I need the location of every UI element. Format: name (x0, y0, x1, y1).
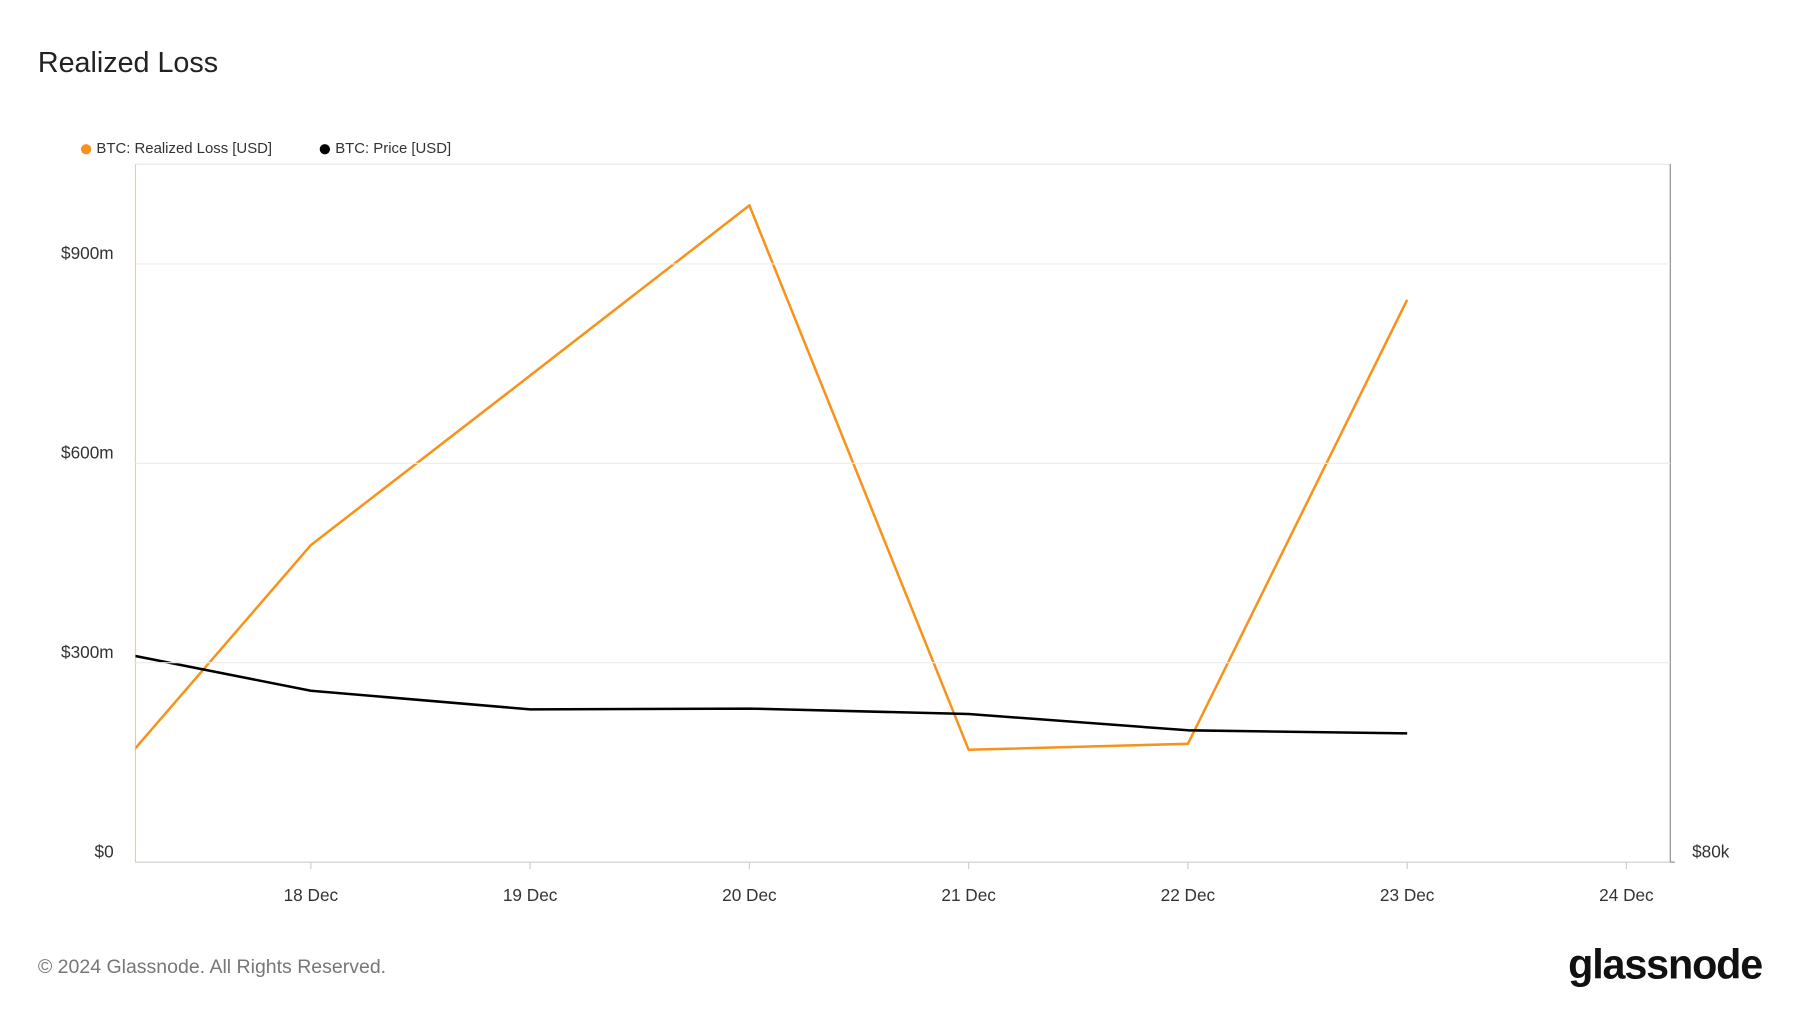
legend-label: BTC: Price [USD] (335, 140, 451, 157)
y-tick-label: $900m (61, 243, 114, 263)
plot-area (135, 204, 1409, 752)
x-tick-label: 19 Dec (503, 885, 558, 905)
legend-marker (80, 144, 92, 155)
y-tick-label: $300m (61, 642, 114, 662)
brand-logo: glassnode (1568, 942, 1762, 988)
x-tick-label: 22 Dec (1161, 885, 1216, 905)
legend-label: BTC: Realized Loss [USD] (96, 140, 272, 157)
y-tick-label: $600m (61, 443, 114, 463)
chart-title: Realized Loss (38, 47, 218, 79)
x-tick-label: 21 Dec (941, 885, 996, 905)
x-tick-label: 20 Dec (722, 885, 777, 905)
series-line (135, 654, 1408, 735)
footer-copyright: © 2024 Glassnode. All Rights Reserved. (38, 956, 386, 978)
legend-marker (319, 144, 331, 155)
x-tick-label: 18 Dec (284, 885, 339, 905)
y2-tick-label: $80k (1692, 842, 1730, 862)
y-tick-label: $0 (95, 842, 114, 862)
x-tick-label: 24 Dec (1599, 885, 1654, 905)
x-tick-label: 23 Dec (1380, 885, 1435, 905)
series-line (135, 204, 1409, 752)
